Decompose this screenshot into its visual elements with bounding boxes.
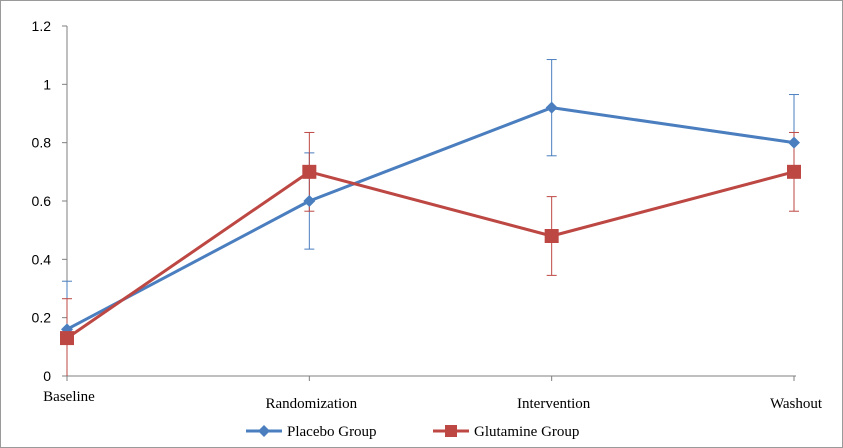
series-line bbox=[66, 106, 795, 331]
x-tick-label: Washout bbox=[770, 396, 823, 412]
y-tick-label: 0 bbox=[43, 368, 51, 384]
y-tick-label: 1 bbox=[43, 76, 51, 92]
legend-marker-diamond bbox=[258, 425, 270, 437]
y-tick-label: 0.2 bbox=[32, 310, 52, 326]
error-bars bbox=[62, 59, 799, 376]
legend-label: Placebo Group bbox=[287, 424, 377, 440]
x-tick-labels: Baseline Randomization Intervention Washout bbox=[43, 389, 823, 412]
series-lines bbox=[66, 106, 795, 340]
y-tick-label: 0.4 bbox=[32, 251, 52, 267]
data-point-diamond bbox=[788, 136, 800, 149]
y-tick-label: 0.8 bbox=[32, 135, 52, 151]
x-tick-label: Baseline bbox=[43, 389, 95, 405]
legend-marker-square bbox=[445, 425, 457, 437]
series-line bbox=[66, 170, 795, 340]
legend-label: Glutamine Group bbox=[474, 424, 579, 440]
series-markers bbox=[60, 101, 801, 346]
x-tick-label: Randomization bbox=[266, 396, 358, 412]
data-point-diamond bbox=[545, 101, 558, 114]
data-point-square bbox=[544, 229, 559, 243]
x-tick-label: Intervention bbox=[517, 396, 591, 412]
legend: Placebo Group Glutamine Group bbox=[246, 424, 579, 440]
y-tick-label: 0.6 bbox=[32, 193, 52, 209]
data-point-diamond bbox=[303, 195, 316, 207]
data-point-square bbox=[787, 164, 801, 179]
y-tick-labels: 0 0.2 0.4 0.6 0.8 1 1.2 bbox=[32, 18, 52, 384]
data-point-square bbox=[302, 164, 317, 179]
data-point-square bbox=[60, 331, 74, 346]
y-tick-label: 1.2 bbox=[32, 18, 52, 34]
